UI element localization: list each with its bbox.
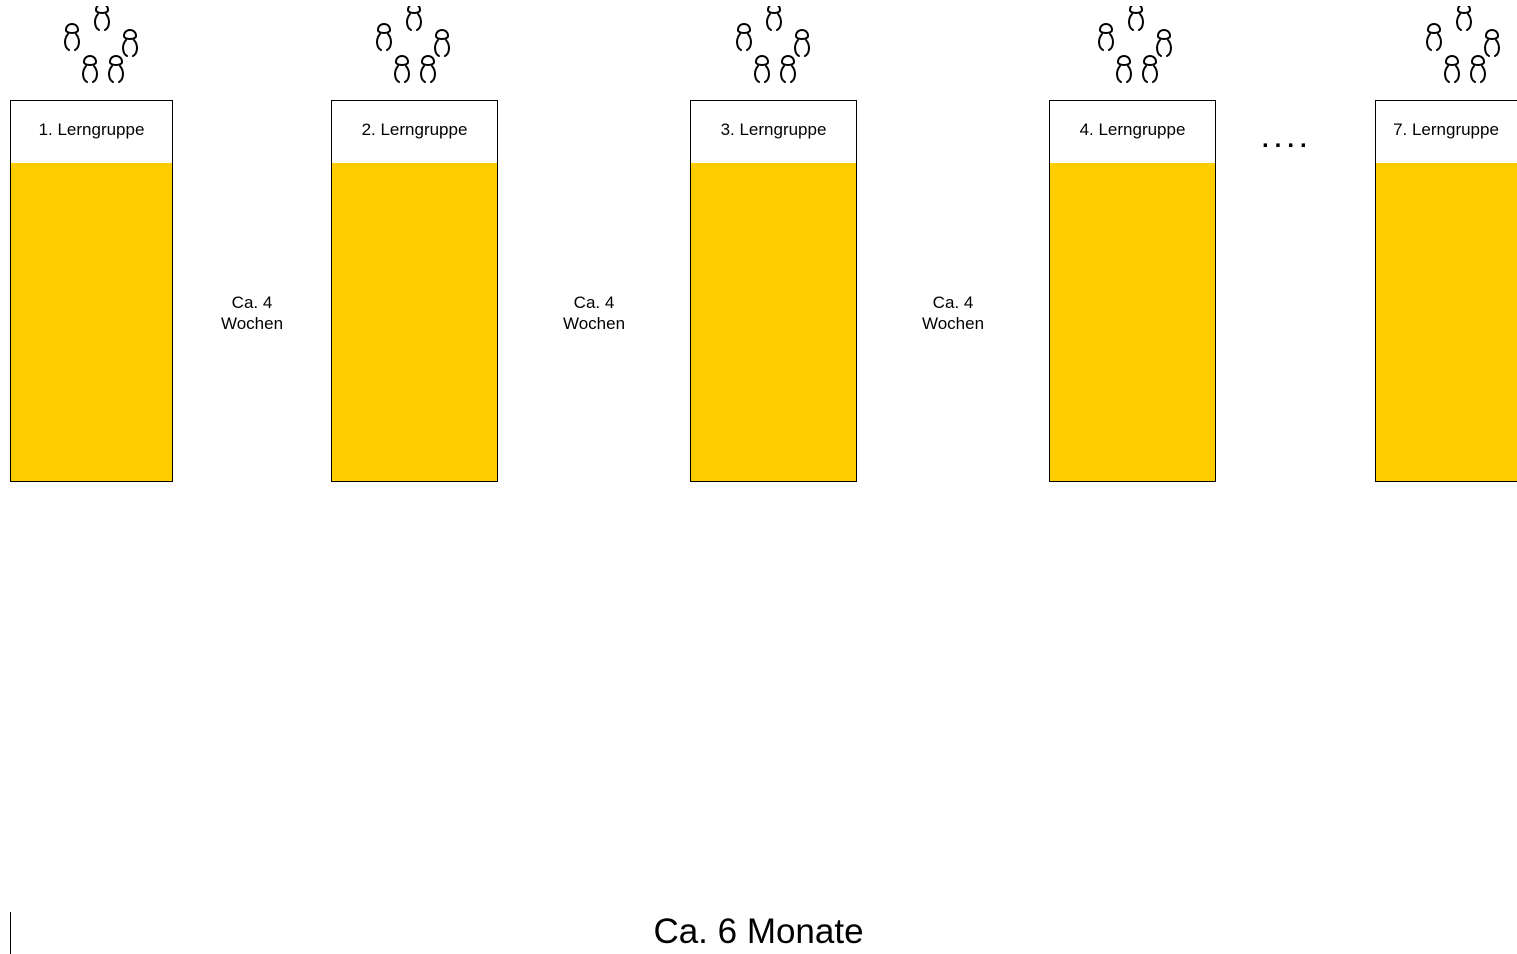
people-cluster-graphic xyxy=(1098,6,1172,83)
people-cluster-graphic xyxy=(736,6,810,83)
people-cluster-icon xyxy=(1086,6,1176,98)
interval-label: Ca. 4 Wochen xyxy=(898,292,1008,334)
person-icon xyxy=(1426,23,1442,51)
learning-group-7: 7. Lerngruppe xyxy=(1375,100,1517,482)
group-fill xyxy=(11,163,172,481)
person-icon xyxy=(420,55,436,83)
interval-line-2: Wochen xyxy=(921,314,985,333)
learning-group-3: 3. Lerngruppe xyxy=(690,100,857,482)
learning-group-1: 1. Lerngruppe xyxy=(10,100,173,482)
person-icon xyxy=(766,6,782,31)
person-icon xyxy=(82,55,98,83)
group-label: 1. Lerngruppe xyxy=(38,120,145,139)
person-icon xyxy=(1116,55,1132,83)
person-icon xyxy=(94,6,110,31)
interval-line-2: Wochen xyxy=(562,314,626,333)
person-icon xyxy=(434,29,450,57)
total-duration-label: Ca. 6 Monate xyxy=(653,912,864,951)
people-cluster-icon xyxy=(1414,6,1504,98)
continuation-ellipsis: .... xyxy=(1262,126,1313,153)
person-icon xyxy=(376,23,392,51)
person-icon xyxy=(754,55,770,83)
person-icon xyxy=(1156,29,1172,57)
timeline-start-tick xyxy=(10,912,11,954)
person-icon xyxy=(406,6,422,31)
group-label: 2. Lerngruppe xyxy=(361,120,468,139)
group-label: 3. Lerngruppe xyxy=(720,120,827,139)
learning-group-4: 4. Lerngruppe xyxy=(1049,100,1216,482)
people-cluster-graphic xyxy=(376,6,450,83)
person-icon xyxy=(1444,55,1460,83)
person-icon xyxy=(1128,6,1144,31)
interval-line-1: Ca. 4 xyxy=(932,293,974,312)
group-fill xyxy=(691,163,856,481)
person-icon xyxy=(1142,55,1158,83)
person-icon xyxy=(1456,6,1472,31)
person-icon xyxy=(1098,23,1114,51)
person-icon xyxy=(108,55,124,83)
group-label: 7. Lerngruppe xyxy=(1393,120,1499,139)
learning-group-2: 2. Lerngruppe xyxy=(331,100,498,482)
person-icon xyxy=(394,55,410,83)
people-cluster-icon xyxy=(52,6,142,98)
interval-line-1: Ca. 4 xyxy=(231,293,273,312)
people-cluster-icon xyxy=(364,6,454,98)
people-cluster-icon xyxy=(724,6,814,98)
person-icon xyxy=(122,29,138,57)
people-cluster-graphic xyxy=(64,6,138,83)
person-icon xyxy=(1484,29,1500,57)
person-icon xyxy=(736,23,752,51)
interval-label: Ca. 4 Wochen xyxy=(197,292,307,334)
group-fill xyxy=(1050,163,1215,481)
person-icon xyxy=(780,55,796,83)
interval-label: Ca. 4 Wochen xyxy=(539,292,649,334)
person-icon xyxy=(794,29,810,57)
person-icon xyxy=(1470,55,1486,83)
interval-line-2: Wochen xyxy=(220,314,284,333)
people-cluster-graphic xyxy=(1426,6,1500,83)
group-fill xyxy=(332,163,497,481)
interval-line-1: Ca. 4 xyxy=(573,293,615,312)
group-fill xyxy=(1376,163,1517,481)
group-label: 4. Lerngruppe xyxy=(1079,120,1186,139)
person-icon xyxy=(64,23,80,51)
